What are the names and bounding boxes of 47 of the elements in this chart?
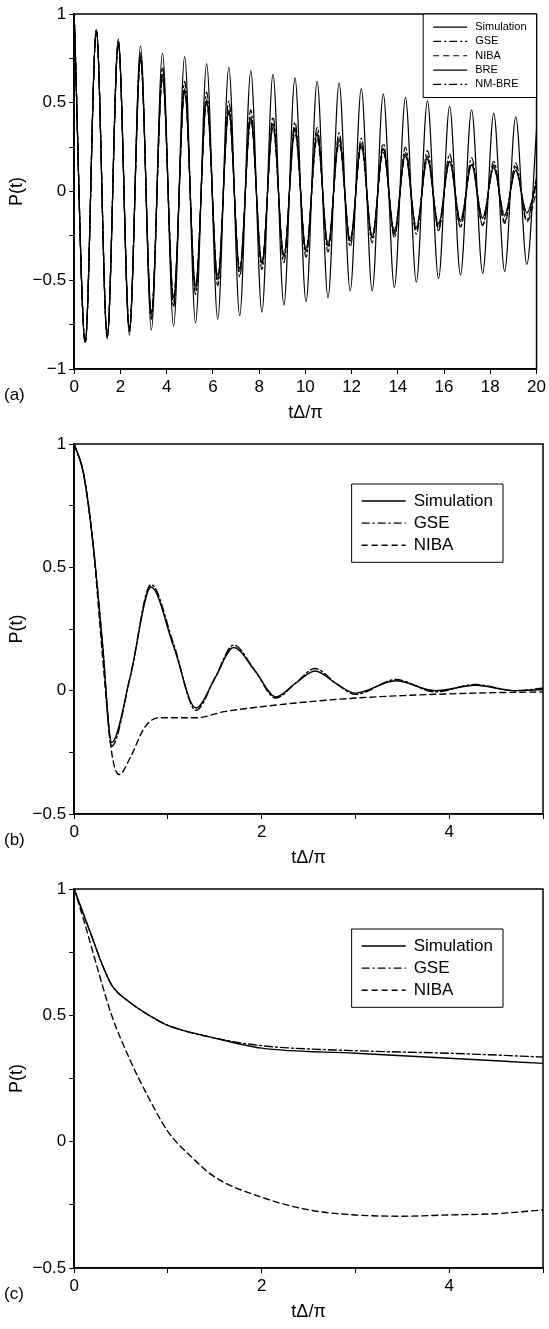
- legend-label: BRE: [475, 63, 498, 76]
- x-tick-label: 8: [254, 376, 264, 396]
- legend-label: Simulation: [413, 490, 493, 510]
- legend-label: GSE: [475, 34, 499, 47]
- x-tick-label: 2: [115, 376, 126, 396]
- x-tick-label: 16: [434, 376, 454, 396]
- legend-label: Simulation: [475, 20, 527, 33]
- x-tick-label: 10: [295, 376, 315, 396]
- legend-label: Simulation: [413, 935, 493, 955]
- y-tick-label: −0.5: [32, 803, 67, 823]
- y-tick-label: 0: [56, 1131, 67, 1151]
- y-axis-title: P(t): [5, 614, 26, 644]
- y-tick-label: 0: [56, 181, 67, 201]
- y-tick-label: 1: [56, 433, 67, 453]
- legend-label: NIBA: [413, 534, 454, 554]
- y-tick-label: 0.5: [42, 1005, 67, 1025]
- legend-label: NM-BRE: [475, 77, 519, 90]
- x-tick-label: 14: [388, 376, 408, 396]
- x-tick-label: 4: [444, 1275, 454, 1295]
- legend-label: GSE: [413, 957, 450, 977]
- y-axis-title: P(t): [5, 177, 26, 206]
- legend-label: NIBA: [475, 48, 502, 61]
- x-tick-label: 2: [256, 821, 267, 841]
- x-tick-label: 6: [208, 376, 218, 396]
- y-tick-label: 0.5: [42, 557, 67, 577]
- x-tick-label: 2: [256, 1275, 267, 1295]
- x-tick-label: 18: [480, 376, 500, 396]
- y-tick-label: −0.5: [32, 269, 67, 289]
- x-tick-label: 20: [527, 376, 547, 396]
- y-tick-label: 0: [56, 680, 67, 700]
- x-tick-label: 4: [161, 376, 172, 396]
- text: (c): [4, 1284, 24, 1304]
- x-axis-title: tΔ/π: [291, 847, 326, 868]
- y-tick-label: −0.5: [32, 1257, 67, 1277]
- x-axis-title: tΔ/π: [288, 402, 323, 423]
- x-axis-title: tΔ/π: [291, 1301, 326, 1322]
- legend-label: NIBA: [413, 979, 454, 999]
- y-tick-label: −1: [46, 358, 67, 378]
- y-tick-label: 0.5: [42, 92, 67, 112]
- y-tick-label: 1: [56, 878, 67, 898]
- text: (b): [4, 830, 25, 850]
- x-tick-label: 4: [444, 821, 454, 841]
- legend-label: GSE: [413, 512, 450, 532]
- x-tick-label: 12: [342, 376, 362, 396]
- y-tick-label: 1: [56, 3, 67, 23]
- y-axis-title: P(t): [5, 1064, 26, 1093]
- text: (a): [4, 385, 25, 405]
